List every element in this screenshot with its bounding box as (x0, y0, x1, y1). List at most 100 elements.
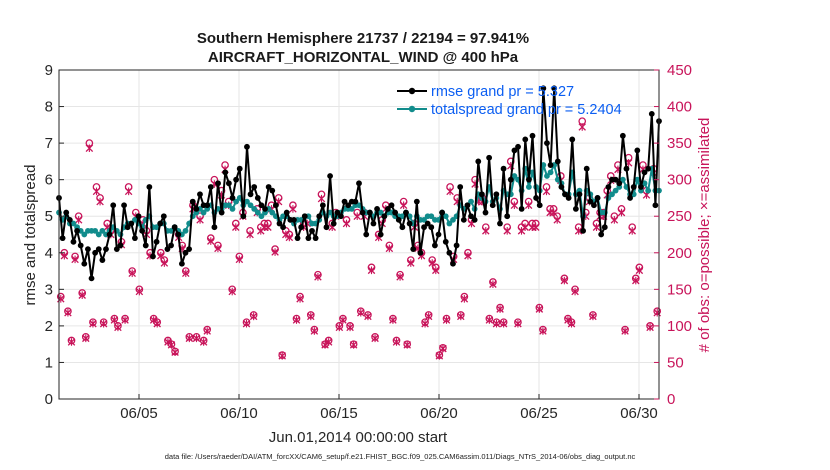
obs-assimilated-marker (335, 323, 344, 332)
rmse-point (551, 85, 558, 92)
rmse-point (135, 213, 142, 220)
obs-assimilated-marker (89, 319, 97, 328)
obs-assimilated-marker (499, 319, 508, 328)
y-right-tick-label: 0 (667, 391, 675, 408)
y-right-tick-label: 400 (667, 99, 692, 116)
rmse-point (482, 209, 489, 216)
totalspread-point (244, 198, 250, 205)
obs-assimilated-marker (167, 341, 176, 349)
obs-assimilated-marker (353, 212, 361, 221)
x-tick-label: 06/15 (320, 405, 358, 422)
rmse-point (110, 202, 117, 209)
rmse-point (146, 184, 153, 190)
rmse-point (265, 184, 272, 190)
obs-assimilated-marker (635, 266, 644, 275)
y-tick-label: 8 (45, 99, 53, 116)
y-tick-label: 9 (45, 62, 53, 79)
totalspread-point (645, 187, 652, 194)
plot-area (59, 70, 659, 399)
obs-assimilated-marker (496, 305, 504, 313)
y-right-tick-label: 450 (667, 62, 692, 79)
rmse-point (269, 187, 276, 194)
rmse-point (316, 213, 323, 220)
rmse-point (92, 249, 99, 256)
obs-assimilated-marker (399, 201, 408, 210)
rmse-point (652, 202, 659, 209)
totalspread-point (356, 202, 362, 209)
obs-assimilated-marker (124, 187, 133, 196)
obs-assimilated-marker (460, 295, 469, 303)
totalspread-point (609, 191, 615, 198)
rmse-point (117, 242, 124, 249)
rmse-point (533, 195, 540, 201)
rmse-point (410, 246, 417, 253)
obs-assimilated-marker (296, 295, 304, 303)
obs-assimilated-marker (278, 352, 286, 360)
rmse-point (638, 184, 644, 190)
rmse-point (385, 206, 391, 212)
rmse-point (580, 227, 586, 234)
rmse-point (207, 184, 214, 190)
totalspread-point (92, 227, 99, 234)
rmse-point (576, 191, 583, 198)
obs-assimilated-marker (67, 338, 76, 346)
rmse-point (236, 165, 243, 172)
rmse-point (280, 224, 286, 231)
obs-assimilated-marker (242, 319, 251, 328)
rmse-point (500, 165, 507, 172)
obs-assimilated-marker (160, 259, 169, 267)
obs-assimilated-marker (346, 323, 354, 332)
rmse-point (171, 224, 178, 231)
rmse-point (641, 169, 648, 176)
totalspread-point (258, 213, 265, 220)
chart-title-line1: Southern Hemisphere 21737 / 22194 = 97.9… (197, 30, 529, 47)
rmse-point (276, 220, 283, 227)
rmse-point (121, 202, 127, 209)
obs-assimilated-marker (64, 308, 72, 317)
obs-assimilated-marker (246, 230, 254, 239)
y-tick-label: 0 (45, 391, 53, 408)
rmse-point (247, 191, 254, 198)
totalspread-point (168, 227, 174, 234)
rmse-point (569, 136, 576, 143)
rmse-point (381, 213, 388, 220)
rmse-point (283, 209, 290, 216)
obs-assimilated-marker (310, 327, 319, 335)
obs-assimilated-marker (196, 216, 204, 224)
obs-assimilated-marker (421, 319, 429, 328)
totalspread-point (81, 231, 88, 238)
obs-assimilated-marker (135, 287, 144, 296)
footer-data-file: data file: /Users/raeder/DAI/ATM_forcXX/… (165, 452, 636, 461)
rmse-point (225, 180, 232, 187)
totalspread-point (132, 216, 138, 223)
rmse-point (352, 198, 359, 205)
rmse-point (301, 213, 308, 220)
rmse-point (251, 184, 258, 190)
obs-assimilated-marker (628, 227, 636, 235)
rmse-point (99, 257, 106, 263)
obs-assimilated-marker (432, 266, 440, 275)
totalspread-point (327, 209, 333, 216)
rmse-point (645, 165, 652, 172)
obs-assimilated-marker (532, 223, 540, 231)
rmse-point (601, 224, 608, 231)
rmse-point (616, 180, 623, 187)
obs-assimilated-marker (157, 251, 165, 260)
rmse-point (460, 216, 467, 223)
totalspread-point (269, 209, 276, 216)
rmse-point (428, 224, 435, 231)
rmse-point (81, 260, 88, 267)
rmse-point (623, 165, 630, 172)
rmse-point (229, 195, 236, 201)
rmse-point (323, 224, 330, 231)
totalspread-point (619, 176, 626, 183)
plot-frame (58, 69, 660, 400)
rmse-point (175, 231, 182, 238)
x-tick-label: 06/10 (220, 405, 258, 422)
obs-assimilated-marker (385, 244, 394, 253)
rmse-point (475, 158, 482, 165)
ticks: 0 1 2 3 4 5 6 7 8 9 0 50 100 150 200 250 300 350 400 450 06/… (45, 62, 692, 422)
totalspread-point (254, 209, 261, 216)
obs-assimilated-marker (632, 276, 640, 285)
rmse-point (630, 184, 637, 190)
